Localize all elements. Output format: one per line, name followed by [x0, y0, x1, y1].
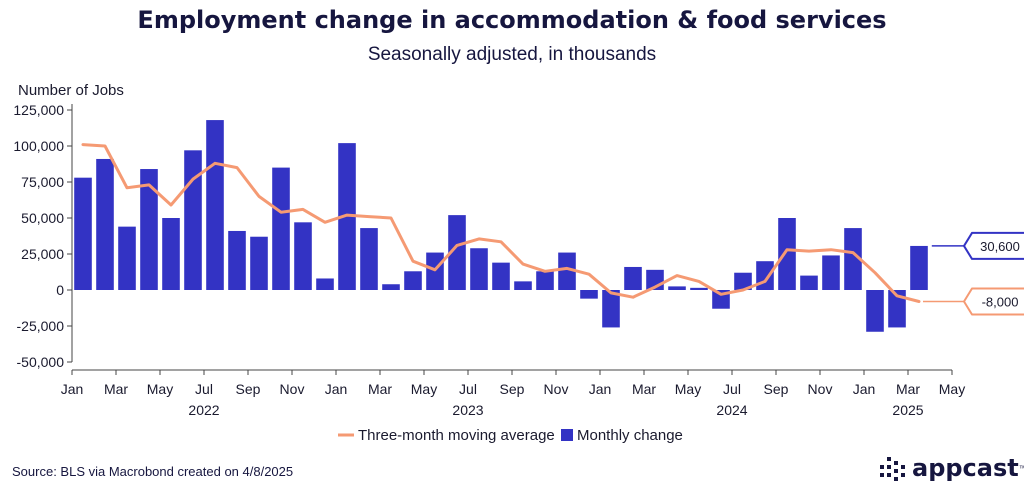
bar	[470, 248, 488, 290]
bar	[866, 290, 884, 332]
bar	[118, 226, 136, 290]
bar	[250, 236, 268, 290]
line-series	[81, 143, 921, 303]
bar	[514, 281, 532, 290]
chart-title: Employment change in accommodation & foo…	[137, 6, 887, 34]
bar	[602, 290, 620, 328]
bar	[778, 218, 796, 290]
x-tick-label: Sep	[236, 381, 261, 397]
y-tick-label: -50,000	[17, 354, 65, 370]
x-tick-label: Jan	[61, 381, 84, 397]
x-year-label: 2024	[716, 402, 747, 418]
employment-chart: Number of Jobs 125,000 100,000 75,000 50,00…	[13, 82, 1024, 444]
y-axis-label: Number of Jobs	[18, 82, 124, 99]
callout-box	[963, 231, 1024, 260]
x-axis: Jan Mar May Jul Sep Nov Jan Mar May Jul Sep Nov Jan M…	[61, 369, 965, 418]
bar	[360, 228, 378, 290]
bar	[690, 287, 708, 290]
bar	[184, 150, 202, 290]
bar	[74, 177, 92, 290]
bar	[448, 215, 466, 290]
y-tick-label: 100,000	[13, 138, 64, 154]
y-axis: 125,000 100,000 75,000 50,000 25,000 0 -25,000…	[13, 102, 73, 370]
bar-series	[74, 120, 928, 332]
bar	[624, 266, 642, 290]
bar	[800, 275, 818, 290]
logo-text: appcast	[912, 454, 1019, 482]
bar	[536, 271, 554, 290]
callout-monthly-change: 30,600	[931, 231, 1024, 260]
moving-average-line	[81, 143, 921, 303]
y-tick-label: 75,000	[21, 174, 64, 190]
x-year-label: 2022	[188, 402, 219, 418]
logo-trademark: ™	[1018, 463, 1024, 473]
callout-box	[963, 287, 1024, 316]
x-tick-label: May	[939, 381, 965, 397]
bar	[734, 272, 752, 290]
x-tick-label: Jul	[195, 381, 213, 397]
bar	[888, 290, 906, 328]
x-tick-label: Mar	[632, 381, 656, 397]
bar	[228, 230, 246, 290]
x-tick-label: May	[675, 381, 701, 397]
bar	[404, 271, 422, 290]
callout-label: 30,600	[980, 239, 1020, 254]
callout-label: -8,000	[982, 295, 1019, 310]
y-tick-label: -25,000	[17, 318, 65, 334]
callout-moving-average: -8,000	[923, 287, 1024, 316]
x-tick-label: Mar	[896, 381, 920, 397]
x-year-label: 2023	[452, 402, 483, 418]
y-tick-label: 125,000	[13, 102, 64, 118]
y-tick-label: 0	[56, 282, 64, 298]
bar	[294, 222, 312, 290]
x-tick-label: Jul	[723, 381, 741, 397]
x-tick-label: Mar	[368, 381, 392, 397]
source-note: Source: BLS via Macrobond created on 4/8…	[12, 464, 294, 479]
legend-square-swatch	[561, 429, 573, 441]
y-tick-label: 25,000	[21, 246, 64, 262]
bar	[140, 169, 158, 290]
bar	[206, 120, 224, 290]
bar	[272, 167, 290, 290]
bar	[492, 262, 510, 290]
x-tick-label: Jan	[853, 381, 876, 397]
bar	[382, 284, 400, 290]
chart-subtitle: Seasonally adjusted, in thousands	[367, 44, 657, 65]
bar	[668, 286, 686, 290]
bar	[844, 228, 862, 290]
bar	[756, 261, 774, 290]
x-tick-label: Jan	[325, 381, 348, 397]
x-tick-label: May	[147, 381, 173, 397]
bar	[580, 290, 598, 299]
legend-label: Three-month moving average	[358, 427, 555, 444]
x-tick-label: Nov	[544, 381, 569, 397]
bar	[96, 158, 114, 290]
appcast-dot-grid-icon	[880, 457, 905, 481]
x-tick-label: Sep	[500, 381, 525, 397]
x-tick-label: Nov	[808, 381, 833, 397]
bar	[162, 218, 180, 290]
bar	[558, 252, 576, 290]
x-tick-label: Nov	[280, 381, 305, 397]
x-tick-label: Jan	[589, 381, 612, 397]
x-tick-label: May	[411, 381, 437, 397]
x-tick-label: Mar	[104, 381, 128, 397]
legend-label: Monthly change	[577, 427, 683, 444]
bar	[910, 245, 928, 290]
value-callouts: 30,600 -8,000	[923, 231, 1024, 316]
appcast-logo: appcast ™	[880, 452, 1024, 484]
bar	[316, 278, 334, 290]
x-year-label: 2025	[892, 402, 923, 418]
y-tick-label: 50,000	[21, 210, 64, 226]
x-tick-label: Sep	[764, 381, 789, 397]
x-tick-label: Jul	[459, 381, 477, 397]
legend: Three-month moving average Monthly change	[338, 427, 683, 444]
bar	[822, 255, 840, 290]
